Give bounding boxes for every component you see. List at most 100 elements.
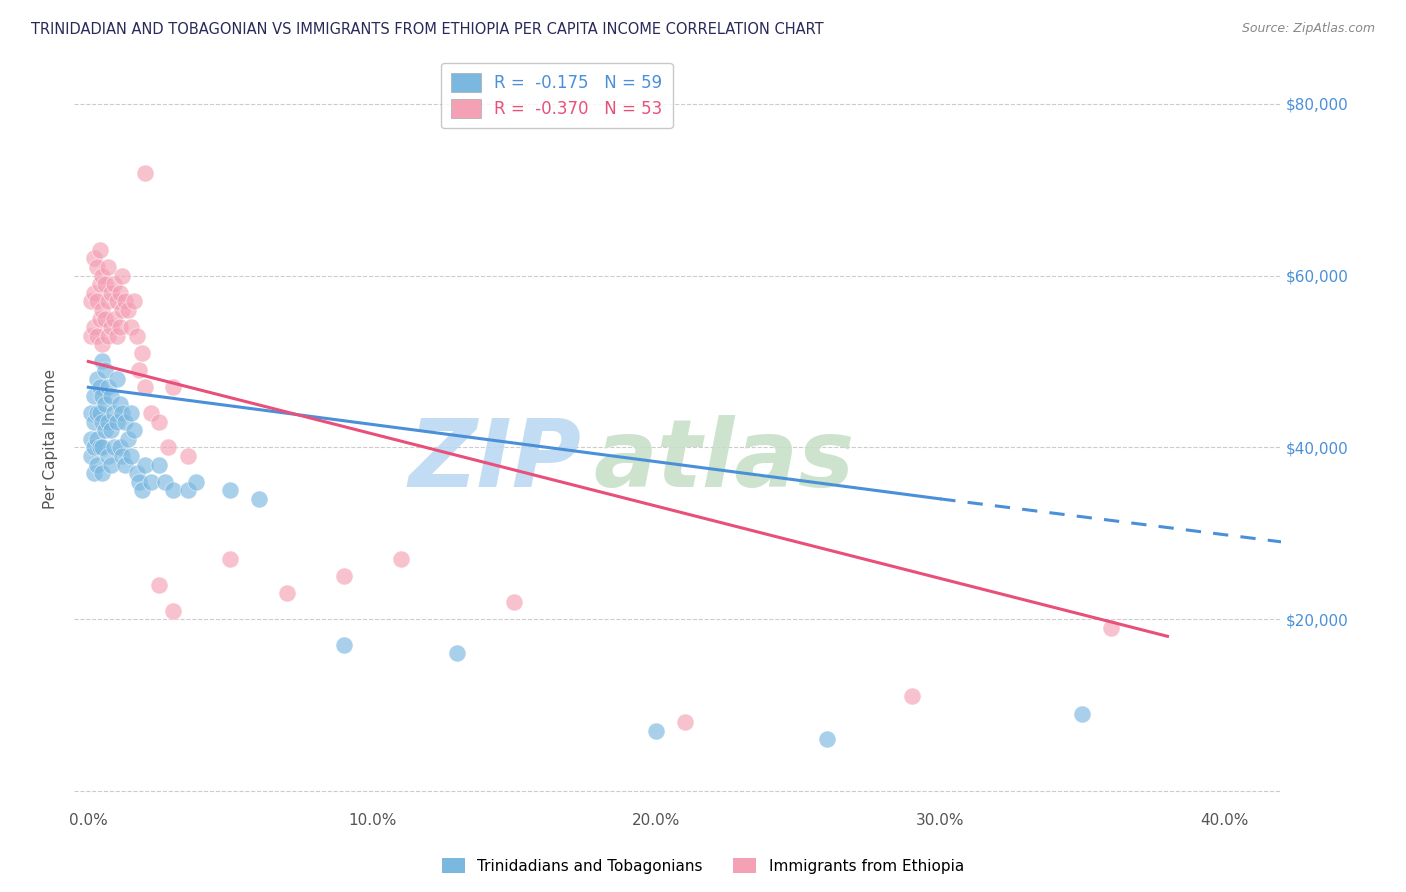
Point [134, 380, 156, 394]
Point [89, 380, 111, 394]
Point [389, 552, 412, 566]
Point [219, 552, 242, 566]
Point [673, 715, 696, 730]
Point [100, 458, 122, 472]
Point [162, 603, 184, 617]
Point [86, 294, 108, 309]
Point [148, 458, 170, 472]
Point [148, 578, 170, 592]
Point [80, 449, 103, 463]
Point [94, 423, 117, 437]
Legend: R =  -0.175   N = 59, R =  -0.370   N = 53: R = -0.175 N = 59, R = -0.370 N = 53 [441, 63, 672, 128]
Point [105, 294, 128, 309]
Point [176, 449, 198, 463]
Point [80, 432, 103, 446]
Point [333, 638, 356, 652]
Y-axis label: Per Capita Income: Per Capita Income [44, 368, 58, 508]
Point [162, 380, 184, 394]
Point [80, 406, 103, 420]
Point [108, 397, 131, 411]
Point [111, 449, 134, 463]
Point [91, 337, 114, 351]
Point [89, 311, 111, 326]
Point [94, 397, 117, 411]
Point [105, 328, 128, 343]
Point [446, 647, 468, 661]
Point [120, 406, 142, 420]
Point [114, 294, 136, 309]
Legend: Trinidadians and Tobagonians, Immigrants from Ethiopia: Trinidadians and Tobagonians, Immigrants… [436, 852, 970, 880]
Point [97, 328, 120, 343]
Point [80, 294, 103, 309]
Point [97, 294, 120, 309]
Point [83, 466, 105, 480]
Point [125, 466, 148, 480]
Point [89, 441, 111, 455]
Point [108, 320, 131, 334]
Point [176, 483, 198, 498]
Point [108, 441, 131, 455]
Point [83, 441, 105, 455]
Point [86, 406, 108, 420]
Point [120, 449, 142, 463]
Text: TRINIDADIAN AND TOBAGONIAN VS IMMIGRANTS FROM ETHIOPIA PER CAPITA INCOME CORRELA: TRINIDADIAN AND TOBAGONIAN VS IMMIGRANTS… [31, 22, 824, 37]
Point [111, 302, 134, 317]
Text: ZIP: ZIP [408, 415, 581, 507]
Point [100, 285, 122, 300]
Point [105, 371, 128, 385]
Point [86, 328, 108, 343]
Point [83, 252, 105, 266]
Point [103, 406, 125, 420]
Point [105, 415, 128, 429]
Point [131, 483, 153, 498]
Point [86, 432, 108, 446]
Point [89, 243, 111, 257]
Point [100, 423, 122, 437]
Point [103, 441, 125, 455]
Point [117, 432, 139, 446]
Point [128, 475, 150, 489]
Point [128, 363, 150, 377]
Point [122, 294, 145, 309]
Point [94, 311, 117, 326]
Point [134, 165, 156, 179]
Point [219, 483, 242, 498]
Point [1071, 706, 1094, 721]
Point [91, 441, 114, 455]
Point [89, 277, 111, 292]
Point [83, 320, 105, 334]
Point [503, 595, 526, 609]
Point [333, 569, 356, 583]
Point [91, 415, 114, 429]
Point [89, 406, 111, 420]
Point [100, 389, 122, 403]
Point [139, 475, 162, 489]
Point [103, 277, 125, 292]
Point [120, 320, 142, 334]
Point [97, 415, 120, 429]
Point [83, 415, 105, 429]
Point [131, 346, 153, 360]
Point [86, 458, 108, 472]
Point [186, 475, 208, 489]
Point [125, 328, 148, 343]
Point [83, 285, 105, 300]
Point [103, 311, 125, 326]
Point [97, 260, 120, 274]
Point [156, 441, 179, 455]
Point [134, 458, 156, 472]
Point [148, 415, 170, 429]
Point [108, 285, 131, 300]
Point [111, 406, 134, 420]
Point [276, 586, 298, 600]
Point [901, 690, 924, 704]
Point [91, 389, 114, 403]
Point [100, 320, 122, 334]
Point [111, 268, 134, 283]
Point [815, 732, 838, 747]
Point [153, 475, 176, 489]
Point [94, 277, 117, 292]
Point [91, 302, 114, 317]
Point [80, 328, 103, 343]
Point [91, 354, 114, 368]
